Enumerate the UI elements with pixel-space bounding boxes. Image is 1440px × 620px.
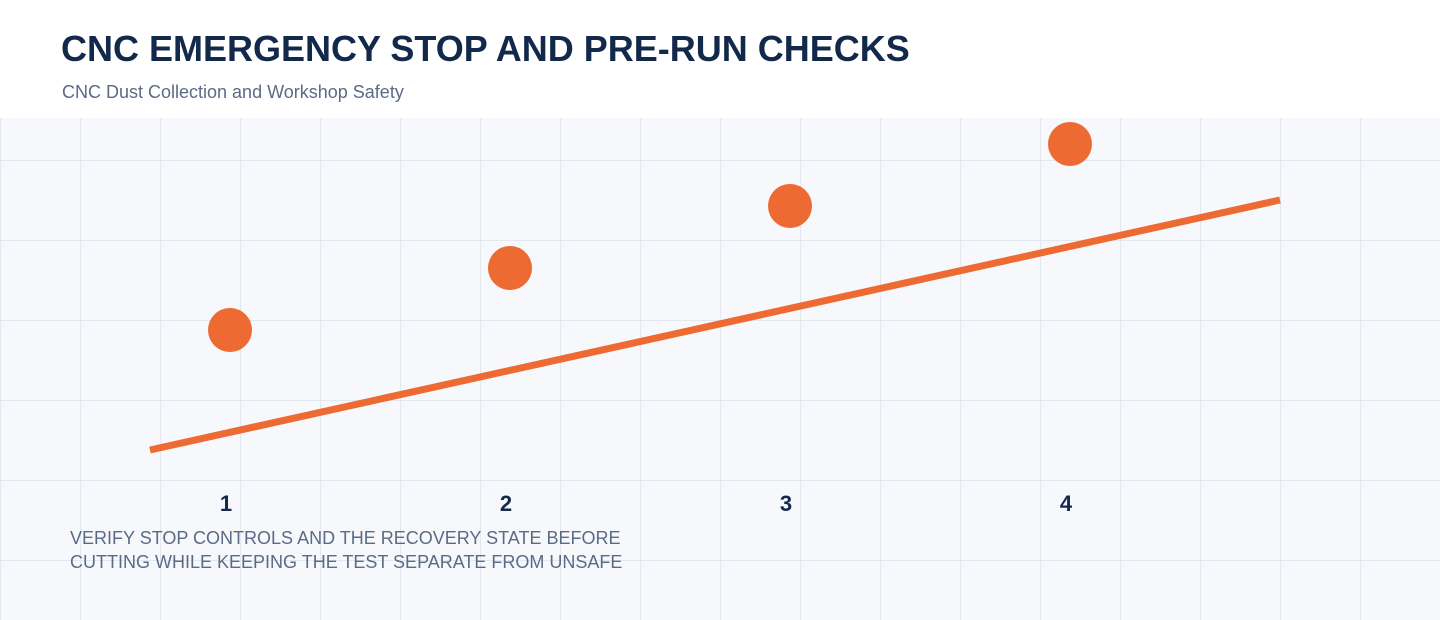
caption-text: VERIFY STOP CONTROLS AND THE RECOVERY ST… — [70, 528, 623, 572]
step-1-label: 1 — [219, 491, 233, 516]
grid-canvas — [0, 118, 1440, 620]
trend-line — [149, 196, 1281, 454]
step-3-label: 3 — [779, 491, 793, 516]
header: CNC EMERGENCY STOP AND PRE-RUN CHECKS CN… — [0, 0, 1440, 118]
page-title: CNC EMERGENCY STOP AND PRE-RUN CHECKS — [61, 28, 910, 69]
step-4-label: 4 — [1059, 491, 1073, 516]
page-subtitle: CNC Dust Collection and Workshop Safety — [62, 82, 404, 102]
step-2-label: 2 — [499, 491, 513, 516]
step-4-marker — [1048, 122, 1092, 166]
step-3-marker — [768, 184, 812, 228]
step-1-marker — [208, 308, 252, 352]
step-2-marker — [488, 246, 532, 290]
